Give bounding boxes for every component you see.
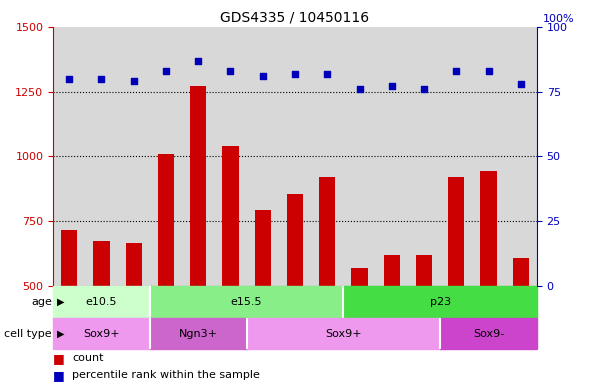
Text: ■: ■ <box>53 352 65 364</box>
Point <box>97 76 106 82</box>
Point <box>258 73 267 79</box>
Point <box>161 68 171 74</box>
Text: ▶: ▶ <box>57 329 65 339</box>
Text: e15.5: e15.5 <box>231 297 263 307</box>
Text: Sox9+: Sox9+ <box>325 329 362 339</box>
Text: Sox9+: Sox9+ <box>83 329 120 339</box>
Point <box>64 76 74 82</box>
Text: e10.5: e10.5 <box>86 297 117 307</box>
Point <box>387 83 396 89</box>
Bar <box>158 154 174 384</box>
Bar <box>416 255 432 384</box>
Bar <box>384 255 400 384</box>
Bar <box>53 286 150 318</box>
Point <box>451 68 461 74</box>
Bar <box>513 258 529 384</box>
Text: count: count <box>73 353 104 363</box>
Point <box>226 68 235 74</box>
Bar <box>480 171 497 384</box>
Text: ■: ■ <box>53 369 65 382</box>
Bar <box>352 268 368 384</box>
Bar <box>440 318 537 349</box>
Point <box>419 86 429 92</box>
Bar <box>190 86 206 384</box>
Text: percentile rank within the sample: percentile rank within the sample <box>73 370 260 381</box>
Bar <box>53 318 150 349</box>
Bar <box>93 241 110 384</box>
Point <box>516 81 526 87</box>
Point <box>323 71 332 77</box>
Point <box>290 71 300 77</box>
Bar <box>150 286 343 318</box>
Point <box>129 78 139 84</box>
Text: Sox9-: Sox9- <box>473 329 504 339</box>
Text: ▶: ▶ <box>57 297 65 307</box>
Text: cell type: cell type <box>4 329 52 339</box>
Point <box>194 58 203 64</box>
Text: p23: p23 <box>430 297 451 307</box>
Bar <box>319 177 335 384</box>
Bar <box>287 194 303 384</box>
Bar <box>222 146 238 384</box>
Bar <box>247 318 440 349</box>
Text: age: age <box>31 297 52 307</box>
Bar <box>126 243 142 384</box>
Text: 100%: 100% <box>542 14 574 24</box>
Bar <box>255 210 271 384</box>
Bar <box>343 286 537 318</box>
Bar <box>448 177 464 384</box>
Point <box>355 86 364 92</box>
Title: GDS4335 / 10450116: GDS4335 / 10450116 <box>221 10 369 24</box>
Point <box>484 68 493 74</box>
Text: Ngn3+: Ngn3+ <box>179 329 218 339</box>
Bar <box>150 318 247 349</box>
Bar <box>61 230 77 384</box>
